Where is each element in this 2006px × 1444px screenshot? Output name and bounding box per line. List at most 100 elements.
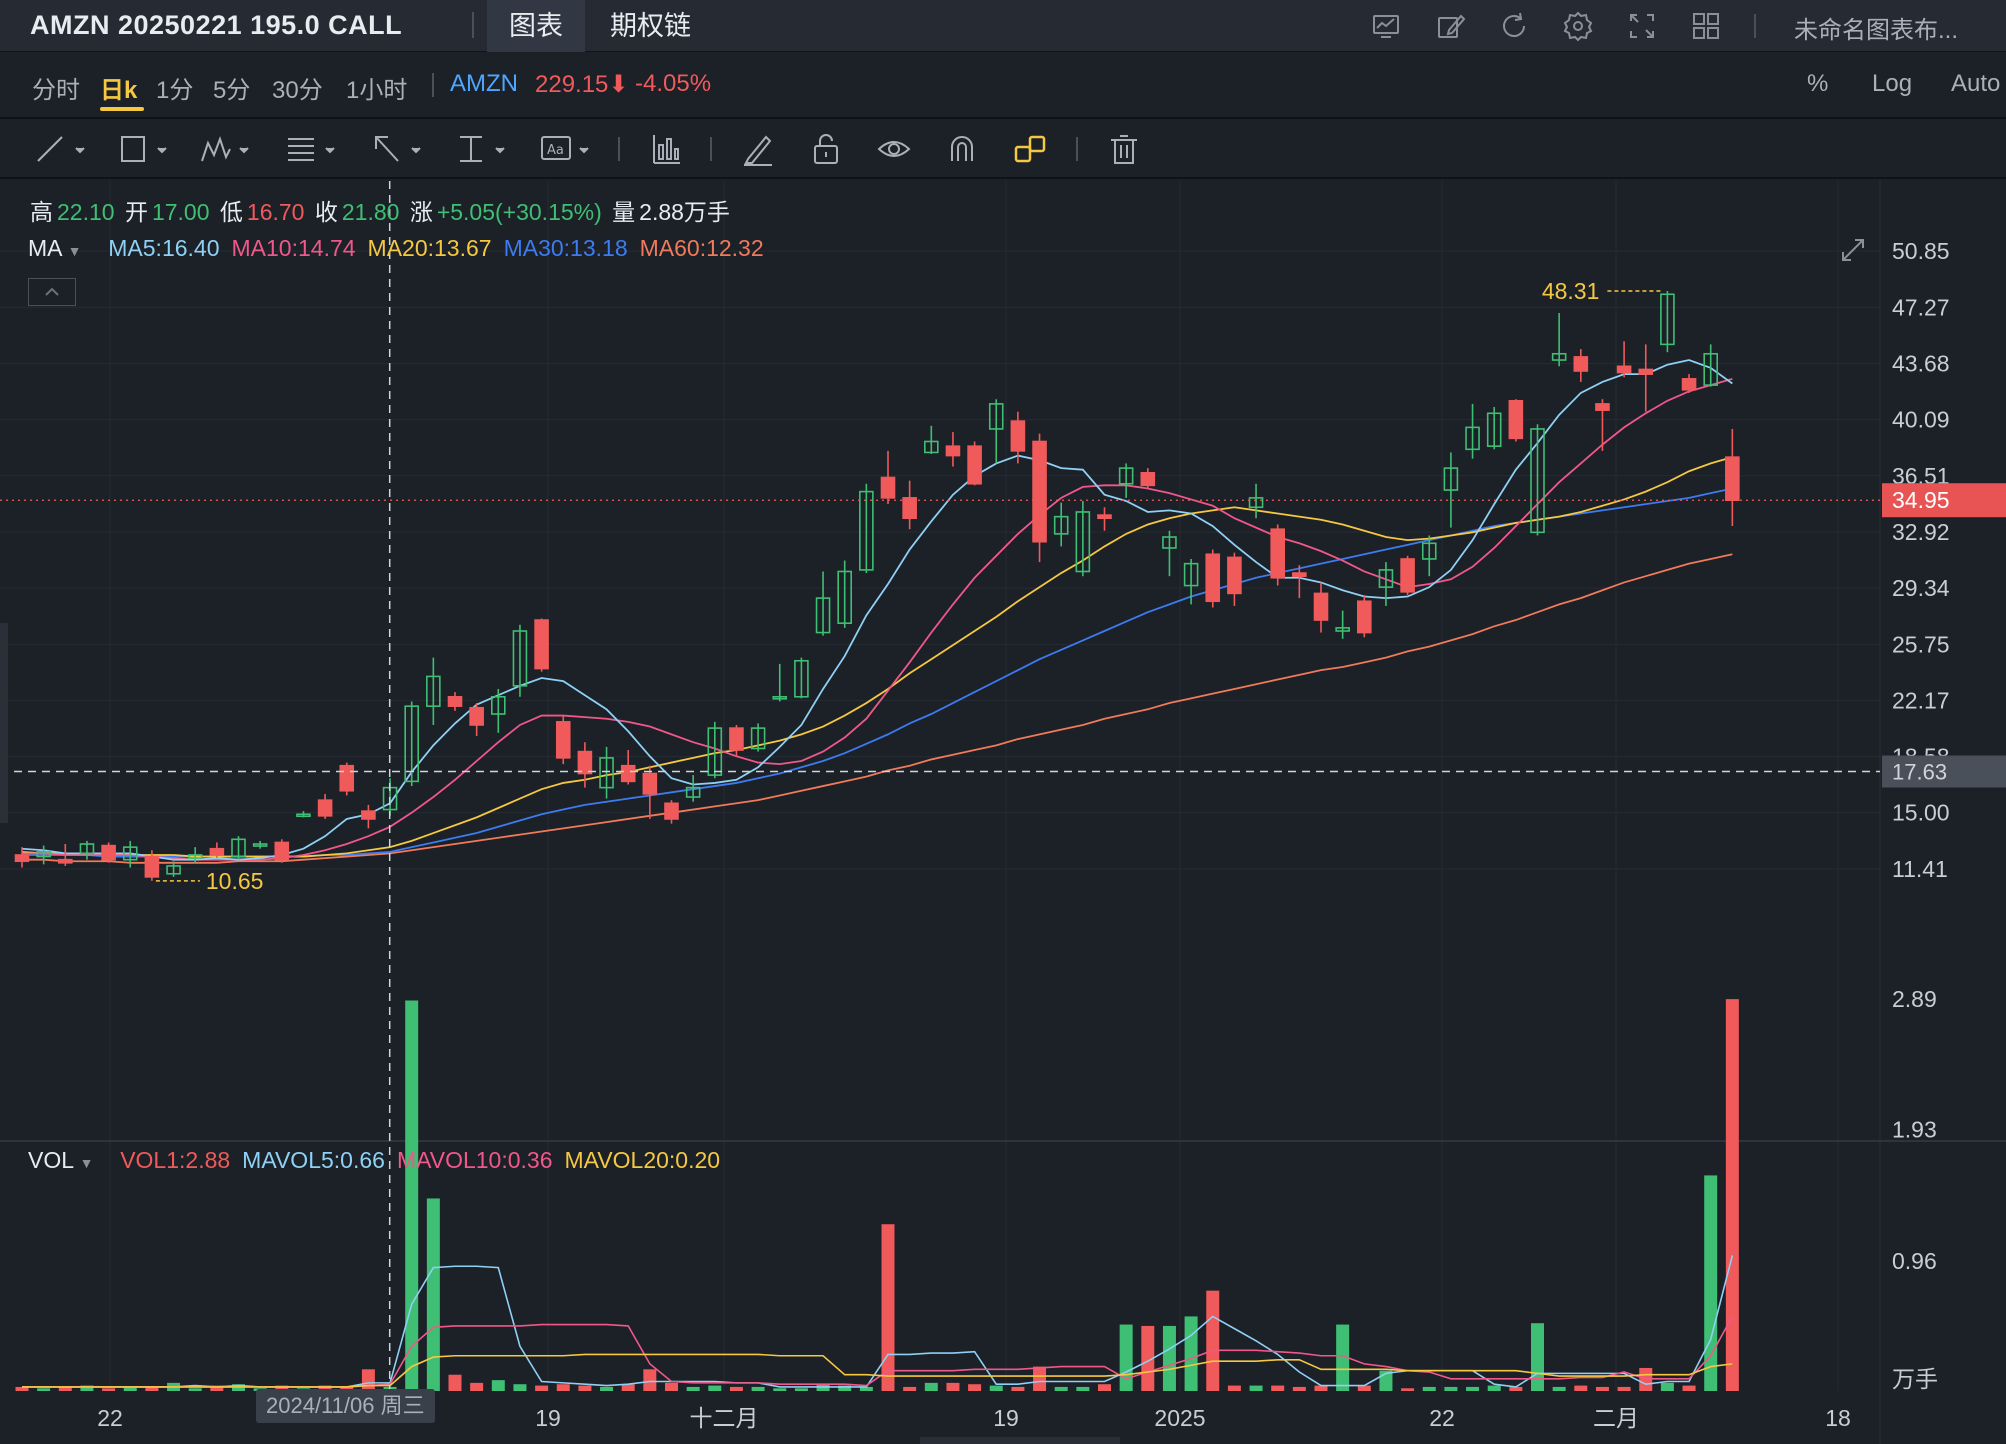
close-label: 收 <box>314 199 338 225</box>
chart-area[interactable]: 48.31 10.65 50.85 47.27 43.68 40.09 36.51 32.92… <box>0 181 2006 1444</box>
measure-tool-icon[interactable] <box>454 131 510 167</box>
tab-chart[interactable]: 图表 <box>487 0 585 52</box>
volume-bar <box>1054 1386 1068 1391</box>
chart-layout-name[interactable]: 未命名图表布... <box>1794 17 1959 44</box>
candle-body <box>880 476 896 499</box>
volume-bar <box>210 1385 224 1391</box>
volume-bar <box>1119 1324 1133 1391</box>
refresh-icon[interactable] <box>1498 10 1530 42</box>
settings-gear-icon[interactable] <box>1562 10 1594 42</box>
fibonacci-tool-icon[interactable] <box>284 131 340 167</box>
magnet-icon[interactable] <box>944 131 980 167</box>
volume-bar <box>1314 1385 1328 1391</box>
collapse-legend-button[interactable] <box>28 278 76 306</box>
open-label: 开 <box>124 199 148 225</box>
volume-bar <box>1141 1325 1155 1391</box>
underlying-change: -4.05% <box>635 70 712 97</box>
volume-bar <box>621 1384 635 1391</box>
ma-indicator-toggle[interactable]: MA ▼ <box>28 235 82 261</box>
volume-bar <box>946 1382 960 1391</box>
change-value: +5.05(+30.15%) <box>436 199 602 225</box>
volume-bar <box>665 1382 678 1391</box>
volume-bar <box>924 1382 938 1391</box>
date-tick-label: 19 <box>993 1405 1019 1431</box>
contract-title: AMZN 20250221 195.0 CALL <box>30 10 403 40</box>
lock-tool-icon[interactable] <box>808 131 844 167</box>
period-bar: 分时 日k 1分 5分 30分 1小时 AMZN 229.15⬇ -4.05% … <box>0 53 2006 119</box>
period-30min[interactable]: 30分 <box>272 77 323 104</box>
down-arrow-icon: ⬇ <box>608 71 629 98</box>
volume-bar <box>794 1388 808 1391</box>
vol-indicator-toggle[interactable]: VOL ▼ <box>28 1147 94 1173</box>
pane-resize-handle[interactable] <box>0 623 8 823</box>
price-tick-label: 22.17 <box>1892 687 1950 713</box>
candle-body <box>274 841 290 861</box>
candle-body <box>902 497 917 520</box>
candlestick-chart[interactable]: 48.3110.6550.8547.2743.6840.0936.5132.92… <box>0 181 2006 1444</box>
candle-body <box>1465 426 1480 451</box>
candle-body <box>599 757 614 789</box>
brush-tool-icon[interactable] <box>740 131 776 167</box>
volume-bar <box>15 1386 29 1391</box>
underlying-ticker[interactable]: AMZN <box>450 70 518 97</box>
volume-bar <box>513 1384 527 1391</box>
period-1min[interactable]: 1分 <box>156 77 194 104</box>
tab-options-chain[interactable]: 期权链 <box>610 11 691 41</box>
high-value: 22.10 <box>57 199 115 225</box>
mavol20-line <box>22 1353 1733 1388</box>
volume-bar <box>1595 1386 1609 1391</box>
fullscreen-icon[interactable] <box>1626 10 1658 42</box>
rectangle-tool-icon[interactable] <box>116 131 172 167</box>
candle-body <box>534 619 549 670</box>
date-tick-label: 19 <box>535 1405 561 1431</box>
candle-body <box>426 675 441 707</box>
date-tick-label: 十二月 <box>690 1405 759 1431</box>
volume-tick-label: 2.89 <box>1892 986 1937 1012</box>
candle-body <box>1313 592 1329 621</box>
caret-down-icon[interactable]: ▼ <box>79 1155 94 1171</box>
vol1-value: VOL1:2.88 <box>120 1147 231 1173</box>
volume-bar <box>556 1384 570 1391</box>
volume-bar <box>773 1388 787 1391</box>
volume-bar <box>1227 1385 1241 1391</box>
candle-body <box>209 847 225 856</box>
mavol20-value: MAVOL20:0.20 <box>564 1147 721 1173</box>
period-daily[interactable]: 日k <box>100 77 138 104</box>
auto-scale-toggle[interactable]: Auto <box>1951 70 2001 97</box>
candle-body <box>1703 352 1718 386</box>
percent-scale-toggle[interactable]: % <box>1807 70 1829 97</box>
last-price-tag <box>1882 483 2006 518</box>
divider <box>1076 137 1078 161</box>
period-1hour[interactable]: 1小时 <box>346 77 408 104</box>
volume-bar <box>1531 1323 1544 1391</box>
arrow-tool-icon[interactable] <box>370 131 426 167</box>
volume-bar <box>1076 1386 1090 1391</box>
period-intraday[interactable]: 分时 <box>32 77 80 104</box>
link-sync-icon[interactable] <box>1012 131 1048 167</box>
candle-body <box>1443 467 1459 491</box>
volume-bar <box>1444 1386 1458 1391</box>
expand-pane-icon[interactable] <box>1838 235 1868 265</box>
draw-pen-icon[interactable] <box>1435 10 1467 42</box>
mavol5-line <box>22 1255 1734 1388</box>
text-tool-icon[interactable]: Aa <box>538 131 594 167</box>
bar-chart-tool-icon[interactable] <box>648 131 684 167</box>
volume-bar <box>1466 1386 1480 1391</box>
pattern-tool-icon[interactable] <box>198 131 254 167</box>
price-tick-label: 15.00 <box>1892 800 1950 826</box>
indicator-chart-icon[interactable] <box>1370 10 1402 42</box>
volume-bar <box>405 1000 419 1391</box>
candle-body <box>1486 412 1502 447</box>
log-scale-toggle[interactable]: Log <box>1872 70 1913 97</box>
trash-icon[interactable] <box>1106 131 1142 167</box>
volume-bar <box>1422 1386 1436 1391</box>
layout-grid-icon[interactable] <box>1690 10 1722 42</box>
period-5min[interactable]: 5分 <box>213 77 251 104</box>
caret-down-icon[interactable]: ▼ <box>67 243 82 259</box>
trend-line-tool-icon[interactable] <box>34 131 90 167</box>
eye-visibility-icon[interactable] <box>876 131 912 167</box>
price-tick-label: 25.75 <box>1892 631 1950 657</box>
ma60-line <box>22 553 1733 864</box>
volume-bar <box>1509 1386 1523 1391</box>
change-label: 涨 <box>409 199 433 225</box>
